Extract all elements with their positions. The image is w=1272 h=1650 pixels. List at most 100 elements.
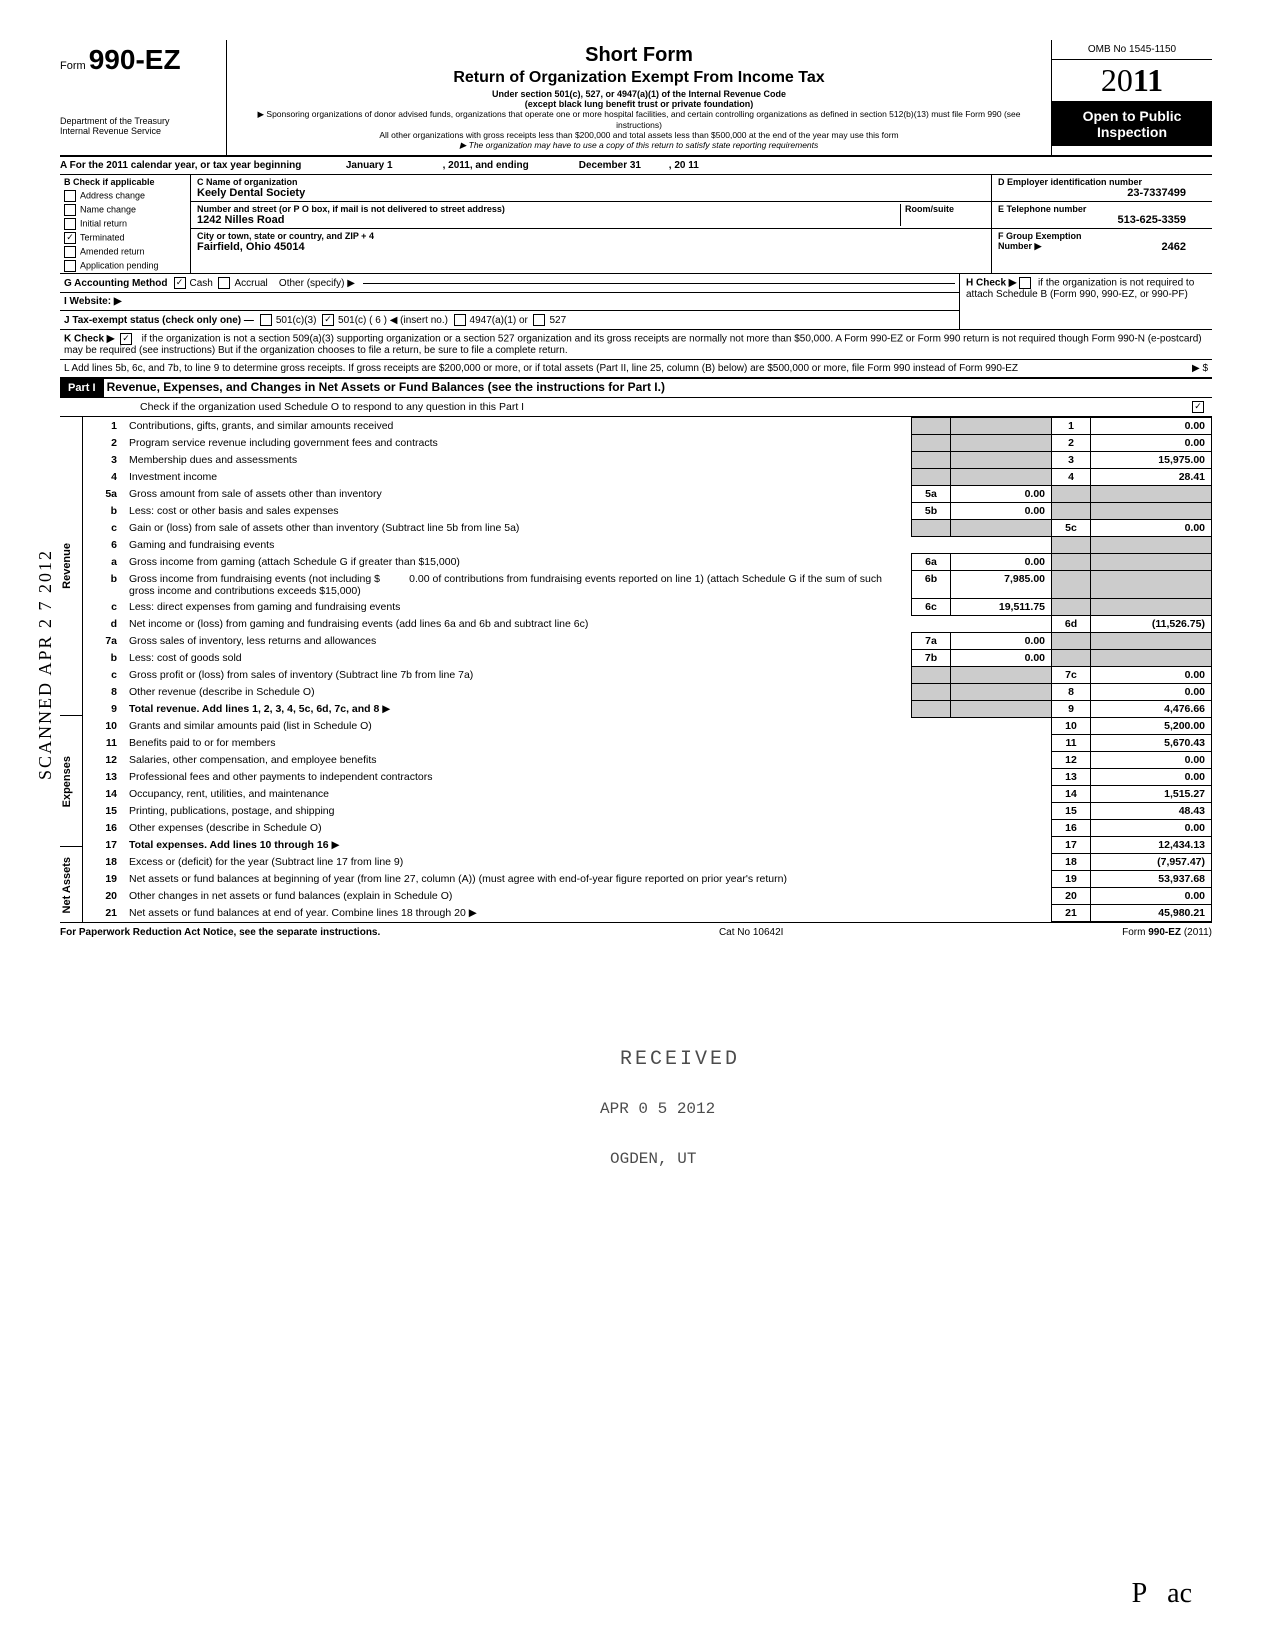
line-16-desc: Other expenses (describe in Schedule O) <box>129 822 322 834</box>
line-15-val: 48.43 <box>1091 803 1212 820</box>
line-9-desc: Total revenue. Add lines 1, 2, 3, 4, 5c,… <box>129 703 379 715</box>
chk-accrual[interactable] <box>218 277 230 289</box>
cash-label: Cash <box>190 278 213 289</box>
line-14-val: 1,515.27 <box>1091 786 1212 803</box>
dept-line-2: Internal Revenue Service <box>60 126 220 136</box>
chk-h[interactable] <box>1019 277 1031 289</box>
chk-initial-return[interactable]: Initial return <box>60 217 190 231</box>
part-1-label: Part I <box>60 379 104 397</box>
form-prefix: Form <box>60 60 86 72</box>
lines-content: 1Contributions, gifts, grants, and simil… <box>83 417 1212 922</box>
c-city-label: City or town, state or country, and ZIP … <box>197 231 985 241</box>
line-1-desc: Contributions, gifts, grants, and simila… <box>129 420 393 432</box>
line-15-desc: Printing, publications, postage, and shi… <box>129 805 334 817</box>
line-3-val: 15,975.00 <box>1091 452 1212 469</box>
line-5c-val: 0.00 <box>1091 520 1212 537</box>
j-4947: 4947(a)(1) or <box>470 315 528 326</box>
chk-name-change[interactable]: Name change <box>60 203 190 217</box>
footer-right: Form 990-EZ (2011) <box>1122 927 1212 938</box>
footer-left: For Paperwork Reduction Act Notice, see … <box>60 927 380 938</box>
accrual-label: Accrual <box>234 278 267 289</box>
l-arrow: ▶ $ <box>1192 363 1208 374</box>
side-expenses: Expenses <box>61 756 81 807</box>
line-6d-desc: Net income or (loss) from gaming and fun… <box>129 618 588 630</box>
row-k: K Check ▶ ✓ if the organization is not a… <box>60 330 1212 360</box>
j-501c3: 501(c)(3) <box>276 315 317 326</box>
scanned-text: SCANNED <box>35 681 55 780</box>
line-6-desc: Gaming and fundraising events <box>129 539 274 551</box>
chk-amended[interactable]: Amended return <box>60 245 190 259</box>
chk-527[interactable] <box>533 314 545 326</box>
row-a-label: A For the 2011 calendar year, or tax yea… <box>60 160 301 171</box>
form-id-block: Form 990-EZ Department of the Treasury I… <box>60 40 227 155</box>
stamp-date: APR 0 5 2012 <box>600 1100 715 1118</box>
row-j: J Tax-exempt status (check only one) — 5… <box>60 311 959 330</box>
open-to-public: Open to Public Inspection <box>1052 102 1212 146</box>
chk-address-change[interactable]: Address change <box>60 189 190 203</box>
chk-k[interactable]: ✓ <box>120 333 132 345</box>
chk-501c[interactable]: ✓ <box>322 314 334 326</box>
scanned-stamp: SCANNED APR 2 7 2012 <box>35 549 56 780</box>
chk-501c3[interactable] <box>260 314 272 326</box>
line-8-val: 0.00 <box>1091 684 1212 701</box>
line-12-desc: Salaries, other compensation, and employ… <box>129 754 376 766</box>
line-17-desc: Total expenses. Add lines 10 through 16 <box>129 839 329 851</box>
line-5b-desc: Less: cost or other basis and sales expe… <box>129 505 339 517</box>
line-6b-val: 7,985.00 <box>951 571 1052 599</box>
part-1-check-text: Check if the organization used Schedule … <box>140 401 1192 413</box>
opt-pending: Application pending <box>80 260 159 270</box>
line-13-desc: Professional fees and other payments to … <box>129 771 433 783</box>
dept-line-1: Department of the Treasury <box>60 116 220 126</box>
line-4-desc: Investment income <box>129 471 217 483</box>
tel-label: E Telephone number <box>998 204 1206 214</box>
line-20-val: 0.00 <box>1091 888 1212 905</box>
form-header: Form 990-EZ Department of the Treasury I… <box>60 40 1212 157</box>
year-prefix: 20 <box>1101 62 1133 98</box>
j-501c: 501(c) ( 6 ) ◀ (insert no.) <box>338 315 448 326</box>
org-name: Keely Dental Society <box>197 187 985 199</box>
row-a: A For the 2011 calendar year, or tax yea… <box>60 157 1212 175</box>
col-c: C Name of organizationKeely Dental Socie… <box>191 175 991 273</box>
line-5c-desc: Gain or (loss) from sale of assets other… <box>129 522 519 534</box>
part-1-header: Part I Revenue, Expenses, and Changes in… <box>60 378 1212 397</box>
line-2-val: 0.00 <box>1091 435 1212 452</box>
tel-value: 513-625-3359 <box>998 214 1206 226</box>
subtitle-1: Under section 501(c), 527, or 4947(a)(1)… <box>235 89 1043 99</box>
chk-pending[interactable]: Application pending <box>60 259 190 273</box>
line-10-val: 5,200.00 <box>1091 718 1212 735</box>
j-527: 527 <box>549 315 566 326</box>
scanned-date: APR 2 7 2012 <box>35 549 55 676</box>
side-revenue: Revenue <box>61 543 81 589</box>
line-11-desc: Benefits paid to or for members <box>129 737 275 749</box>
opt-terminated: Terminated <box>80 232 125 242</box>
chk-4947[interactable] <box>454 314 466 326</box>
line-21-val: 45,980.21 <box>1091 905 1212 922</box>
section-bcd: B Check if applicable Address change Nam… <box>60 175 1212 274</box>
line-10-desc: Grants and similar amounts paid (list in… <box>129 720 372 732</box>
room-label: Room/suite <box>905 204 985 214</box>
i-label: I Website: ▶ <box>64 296 122 307</box>
chk-schedule-o[interactable]: ✓ <box>1192 401 1204 413</box>
row-i: I Website: ▶ <box>60 293 959 311</box>
line-7a-val: 0.00 <box>951 633 1052 650</box>
opt-address: Address change <box>80 190 145 200</box>
omb-number: OMB No 1545-1150 <box>1052 40 1212 60</box>
chk-terminated[interactable]: ✓Terminated <box>60 231 190 245</box>
k-label: K Check ▶ <box>64 334 114 345</box>
other-label: Other (specify) ▶ <box>279 278 355 289</box>
side-netassets: Net Assets <box>61 857 81 913</box>
line-16-val: 0.00 <box>1091 820 1212 837</box>
chk-cash[interactable]: ✓ <box>174 277 186 289</box>
col-b: B Check if applicable Address change Nam… <box>60 175 191 273</box>
c-name-label: C Name of organization <box>197 177 985 187</box>
side-labels: Revenue Expenses Net Assets <box>60 417 83 922</box>
line-3-desc: Membership dues and assessments <box>129 454 297 466</box>
line-14-desc: Occupancy, rent, utilities, and maintena… <box>129 788 329 800</box>
part-1-check-row: Check if the organization used Schedule … <box>60 397 1212 417</box>
stamp-ogden: OGDEN, UT <box>610 1150 696 1168</box>
opt-amended: Amended return <box>80 246 145 256</box>
line-7b-desc: Less: cost of goods sold <box>129 652 242 664</box>
line-11-val: 5,670.43 <box>1091 735 1212 752</box>
line-19-val: 53,937.68 <box>1091 871 1212 888</box>
line-17-val: 12,434.13 <box>1091 837 1212 854</box>
